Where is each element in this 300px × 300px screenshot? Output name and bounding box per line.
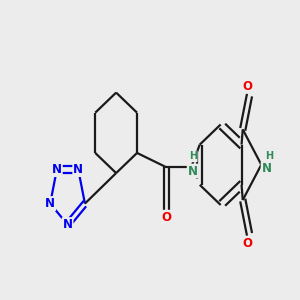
Text: N: N (63, 218, 73, 231)
Text: N: N (188, 165, 198, 178)
Text: N: N (45, 197, 55, 210)
Text: O: O (161, 211, 171, 224)
Text: N: N (52, 163, 62, 176)
Text: N: N (73, 163, 83, 176)
Text: H: H (266, 151, 274, 161)
Text: N: N (262, 162, 272, 175)
Text: H: H (189, 152, 197, 161)
Text: O: O (242, 237, 252, 250)
Text: O: O (242, 80, 252, 93)
